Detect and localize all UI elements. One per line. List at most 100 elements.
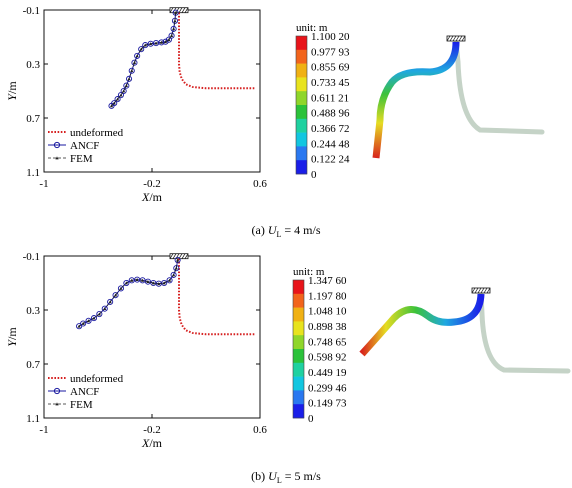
figure-panel-a: -1 -0.2 0.6 -0.1 0.3 0.7 1.1 X/m Y/m undeformedAN… <box>5 5 545 239</box>
colorbar-tick-label: 0.488 96 <box>311 108 350 120</box>
legend-marker-ancf <box>53 387 61 395</box>
ancf-point <box>173 265 180 272</box>
ancf-point <box>128 67 135 74</box>
fem-point <box>119 286 123 290</box>
panel-b: -1 -0.2 0.6 -0.1 0.3 0.7 1.1 X/m Y/m undeformed AN… <box>0 244 572 488</box>
colorbar-tick-label: 0.733 45 <box>311 77 350 89</box>
figure-panel-b: -1 -0.2 0.6 -0.1 0.3 0.7 1.1 X/m Y/m undeformedAN… <box>5 251 571 485</box>
beam-render <box>372 35 545 159</box>
clamp-hatch-line <box>172 253 177 259</box>
fem-point <box>109 104 114 108</box>
clamp-hatch-line <box>181 253 186 259</box>
clamp-hatch-line <box>175 7 180 13</box>
ancf-point <box>108 102 115 109</box>
colorbar-segment <box>296 160 307 175</box>
ancf-point <box>174 256 181 264</box>
fem-point <box>173 19 177 23</box>
clamp-hatch-line <box>184 253 189 259</box>
series-undeformed-line <box>178 258 255 336</box>
fem-point <box>169 34 174 38</box>
deformed-beam <box>359 293 485 357</box>
fem-point <box>174 266 178 270</box>
beam-clamp-hatch <box>471 287 476 294</box>
legend-label-undeformed: undeformed <box>70 373 124 385</box>
fem-point <box>154 41 158 45</box>
y-tick-label: -0.1 <box>23 251 40 263</box>
colorbar-frame <box>292 279 305 419</box>
colorbar-segment <box>293 362 304 377</box>
beam-clamp-hatch <box>483 287 488 294</box>
undeformed-beam <box>453 39 545 135</box>
x-tick-label: 0.6 <box>253 424 267 436</box>
x-tick-label: -1 <box>39 424 48 436</box>
x-tick-label: -0.2 <box>143 178 160 190</box>
fem-point <box>124 84 128 87</box>
colorbar-tick-label: 0 <box>308 413 314 425</box>
ancf-point <box>134 52 141 59</box>
beam-clamp-hatch <box>449 35 454 42</box>
fem-point <box>115 97 120 101</box>
legend-marker-fem <box>55 402 59 406</box>
ancf-point <box>144 278 151 285</box>
fem-point <box>135 54 139 58</box>
ancf-point <box>90 315 97 322</box>
fem-point <box>127 77 131 81</box>
fem-point <box>132 61 137 65</box>
x-tick-label: 0.6 <box>253 178 267 190</box>
beam-clamp-hatch <box>452 35 457 42</box>
fem-point <box>159 40 164 44</box>
panel-a: -1 -0.2 0.6 -0.1 0.3 0.7 1.1 X/m Y/m undeformed AN… <box>5 5 545 239</box>
colorbar-segment <box>296 36 307 51</box>
undeformed-beam <box>478 291 571 374</box>
colorbar-segment <box>293 404 304 419</box>
fem-point <box>81 321 85 325</box>
fem-point <box>108 300 112 304</box>
colorbar-segment <box>293 376 304 391</box>
ancf-point <box>126 75 133 82</box>
colorbar-segment <box>293 307 304 322</box>
ancf-point <box>170 271 177 278</box>
colorbar-tick-label: 1.048 10 <box>308 306 347 318</box>
fem-point <box>119 93 123 97</box>
colorbar-segment <box>296 49 307 64</box>
clamp-hatch-line <box>169 7 174 13</box>
colorbar-tick-label: 0.855 69 <box>311 62 350 74</box>
fem-point <box>167 38 171 42</box>
fem-point <box>143 43 147 47</box>
fem-point <box>135 278 139 282</box>
colorbar-tick-label: 0.244 48 <box>311 138 350 150</box>
fem-point <box>167 278 172 282</box>
y-axis-title: Y/m <box>5 327 19 347</box>
fem-point <box>157 282 161 286</box>
ancf-point <box>128 277 135 284</box>
colorbar-tick-label: 0.122 24 <box>311 154 350 166</box>
clamp-hatch-line <box>178 7 183 13</box>
series-ancf-line <box>78 259 179 327</box>
ancf-point <box>117 92 124 99</box>
colorbar-tick-label: 0.149 73 <box>308 398 347 410</box>
ancf-point <box>120 87 127 95</box>
fem-point <box>77 324 81 328</box>
y-tick-label: 0.7 <box>26 113 40 125</box>
legend-label-ancf: ANCF <box>70 140 99 152</box>
colorbar-tick-label: 0.898 38 <box>308 321 347 333</box>
colorbar-segment <box>296 132 307 147</box>
ancf-point <box>131 59 138 66</box>
colorbar-segment <box>296 91 307 106</box>
y-axis-title: Y/m <box>5 81 19 101</box>
ancf-point <box>107 298 114 305</box>
fem-point <box>112 101 116 105</box>
beam-clamp-hatch <box>474 287 479 294</box>
x-axis-title: X/m <box>141 190 163 204</box>
fem-point <box>113 293 118 297</box>
colorbar-title: unit: m <box>296 22 328 34</box>
fem-point <box>92 316 96 320</box>
colorbar-tick-label: 1.100 20 <box>311 31 350 43</box>
beam-clamp-hatch <box>455 35 460 42</box>
fem-point <box>86 319 91 323</box>
fem-point <box>140 278 145 282</box>
legend-label-fem: FEM <box>70 399 93 411</box>
colorbar-segment <box>296 63 307 78</box>
clamp-hatch-line <box>181 7 186 13</box>
